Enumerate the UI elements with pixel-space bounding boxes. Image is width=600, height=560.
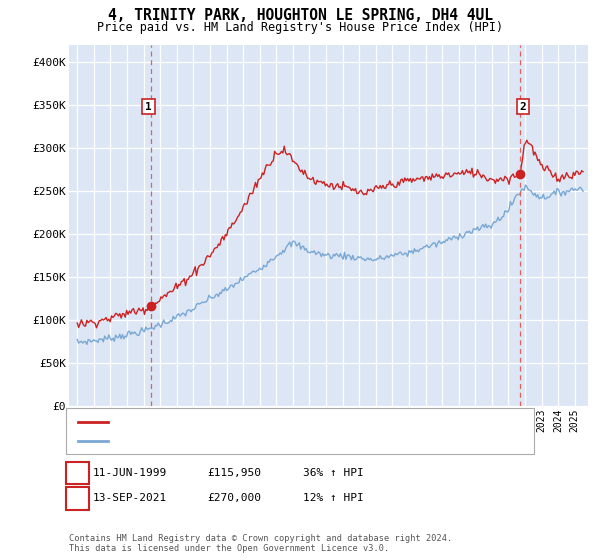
Text: 13-SEP-2021: 13-SEP-2021 <box>93 493 167 503</box>
Text: 1: 1 <box>145 102 152 112</box>
Text: 4, TRINITY PARK, HOUGHTON LE SPRING, DH4 4UL: 4, TRINITY PARK, HOUGHTON LE SPRING, DH4… <box>107 8 493 24</box>
Text: 1: 1 <box>74 468 81 478</box>
Text: 4, TRINITY PARK, HOUGHTON LE SPRING, DH4 4UL (detached house): 4, TRINITY PARK, HOUGHTON LE SPRING, DH4… <box>113 417 494 427</box>
Text: Price paid vs. HM Land Registry's House Price Index (HPI): Price paid vs. HM Land Registry's House … <box>97 21 503 34</box>
Text: £115,950: £115,950 <box>207 468 261 478</box>
Text: 2: 2 <box>74 493 81 503</box>
Text: 11-JUN-1999: 11-JUN-1999 <box>93 468 167 478</box>
Text: 12% ↑ HPI: 12% ↑ HPI <box>303 493 364 503</box>
Text: 2: 2 <box>519 102 526 112</box>
Text: Contains HM Land Registry data © Crown copyright and database right 2024.
This d: Contains HM Land Registry data © Crown c… <box>69 534 452 553</box>
Text: £270,000: £270,000 <box>207 493 261 503</box>
Text: 36% ↑ HPI: 36% ↑ HPI <box>303 468 364 478</box>
Text: HPI: Average price, detached house, Sunderland: HPI: Average price, detached house, Sund… <box>113 436 400 446</box>
